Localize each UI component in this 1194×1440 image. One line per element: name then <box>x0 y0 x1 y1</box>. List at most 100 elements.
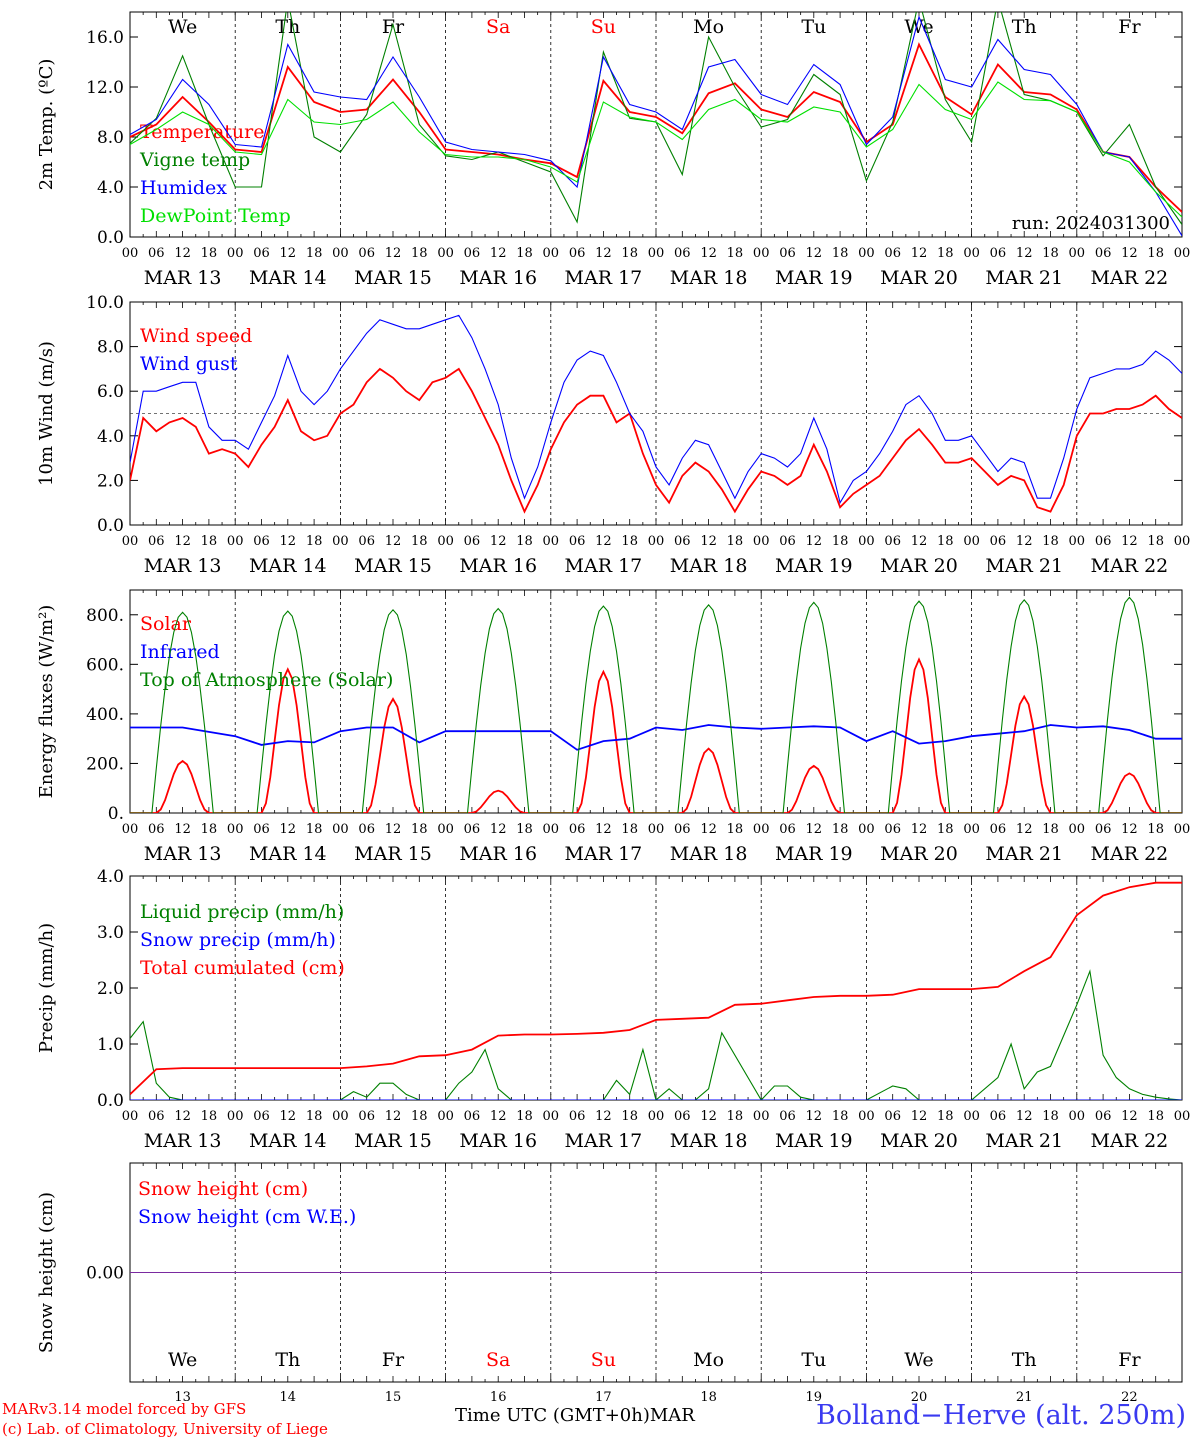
hour-tick-label: 00 <box>753 1109 770 1124</box>
hour-tick-label: 00 <box>1069 246 1086 261</box>
hour-tick-label: 18 <box>201 534 218 549</box>
hour-tick-label: 18 <box>1042 534 1059 549</box>
hour-tick-label: 18 <box>727 1109 744 1124</box>
hour-tick-label: 18 <box>411 1109 428 1124</box>
date-label: MAR 18 <box>670 267 748 289</box>
hour-tick-label: 12 <box>911 534 928 549</box>
hour-tick-label: 00 <box>332 1109 349 1124</box>
hour-tick-label: 12 <box>385 534 402 549</box>
hour-tick-label: 00 <box>1174 822 1191 837</box>
hour-tick-label: 12 <box>385 246 402 261</box>
legend-entry: Liquid precip (mm/h) <box>140 901 344 923</box>
hour-tick-label: 00 <box>543 822 560 837</box>
weekday-label: Fr <box>1118 1349 1141 1371</box>
hour-tick-label: 06 <box>569 246 586 261</box>
hour-tick-label: 00 <box>437 822 454 837</box>
hour-tick-label: 12 <box>700 1109 717 1124</box>
panel-wind: 0.0 2.0 4.0 6.0 8.0 10.0 10m Wind (m/s) 00 06 12 1… <box>36 293 1190 577</box>
hour-tick-label: 18 <box>621 822 638 837</box>
date-label: MAR 19 <box>775 843 853 865</box>
legend-entry: Snow precip (mm/h) <box>140 929 336 951</box>
y-tick-label: 0.0 <box>97 516 124 536</box>
hour-tick-label: 18 <box>201 246 218 261</box>
hour-tick-label: 18 <box>937 822 954 837</box>
hour-tick-label: 00 <box>332 534 349 549</box>
y-axis-label: Precip (mm/h) <box>36 923 57 1053</box>
date-label: MAR 14 <box>249 555 327 577</box>
weekday-label: Th <box>275 16 300 38</box>
hour-tick-label: 00 <box>648 246 665 261</box>
hour-tick-label: 12 <box>385 1109 402 1124</box>
hour-tick-label: 18 <box>1147 246 1164 261</box>
hour-tick-label: 18 <box>1042 1109 1059 1124</box>
y-tick-label: 6.0 <box>97 382 124 402</box>
date-label: MAR 22 <box>1091 555 1169 577</box>
date-label: MAR 14 <box>249 843 327 865</box>
hour-tick-label: 00 <box>648 822 665 837</box>
weekday-label: We <box>904 1349 933 1371</box>
hour-tick-label: 18 <box>621 246 638 261</box>
hour-tick-label: 06 <box>358 822 375 837</box>
day-number-label: 15 <box>385 1390 402 1405</box>
y-tick-label: 0.00 <box>86 1264 124 1284</box>
hour-tick-label: 12 <box>806 822 823 837</box>
hour-tick-label: 18 <box>516 822 533 837</box>
hour-tick-label: 06 <box>148 822 165 837</box>
hour-tick-label: 06 <box>148 1109 165 1124</box>
hour-tick-label: 06 <box>358 246 375 261</box>
hour-tick-label: 00 <box>122 246 139 261</box>
hour-tick-label: 06 <box>884 246 901 261</box>
date-label: MAR 21 <box>985 843 1063 865</box>
date-label: MAR 15 <box>354 1130 432 1152</box>
hour-tick-label: 12 <box>700 822 717 837</box>
hour-tick-label: 12 <box>806 534 823 549</box>
y-tick-label: 400. <box>86 705 124 725</box>
hour-tick-label: 00 <box>648 1109 665 1124</box>
hour-tick-label: 18 <box>411 534 428 549</box>
hour-tick-label: 06 <box>358 534 375 549</box>
y-tick-label: 0.0 <box>97 1091 124 1111</box>
time-axis-caption-text: Time UTC (GMT+0h) <box>455 1405 650 1426</box>
date-label: MAR 20 <box>880 267 958 289</box>
date-label: MAR 18 <box>670 843 748 865</box>
y-axis-label: 2m Temp. (ºC) <box>36 59 57 191</box>
date-label: MAR 21 <box>985 267 1063 289</box>
date-label: MAR 16 <box>459 843 537 865</box>
y-tick-label: 12.0 <box>86 78 124 98</box>
hour-tick-label: 12 <box>490 534 507 549</box>
hour-tick-label: 00 <box>543 246 560 261</box>
y-tick-label: 600. <box>86 655 124 675</box>
day-number-label: 20 <box>911 1390 928 1405</box>
y-tick-label: 8.0 <box>97 128 124 148</box>
hour-tick-label: 00 <box>543 1109 560 1124</box>
hour-tick-label: 18 <box>832 534 849 549</box>
time-axis-month: MAR <box>649 1405 695 1426</box>
hour-tick-label: 00 <box>963 1109 980 1124</box>
hour-tick-label: 00 <box>1069 1109 1086 1124</box>
hour-tick-label: 12 <box>490 246 507 261</box>
hour-tick-label: 12 <box>1121 534 1138 549</box>
hour-tick-label: 06 <box>990 822 1007 837</box>
date-label: MAR 22 <box>1091 267 1169 289</box>
hour-tick-label: 00 <box>753 534 770 549</box>
hour-tick-label: 12 <box>806 1109 823 1124</box>
y-tick-label: 16.0 <box>86 28 124 48</box>
y-tick-label: 2.0 <box>97 979 124 999</box>
hour-tick-label: 00 <box>122 822 139 837</box>
y-tick-label: 1.0 <box>97 1035 124 1055</box>
hour-tick-label: 06 <box>569 822 586 837</box>
panel-temp: 0.0 4.0 8.0 12.0 16.0 2m Temp. (ºC) 00 06 12 18 MA… <box>36 11 1190 289</box>
hour-tick-label: 18 <box>621 1109 638 1124</box>
legend-entry: Solar <box>140 613 192 635</box>
legend-entry: Vigne temp <box>139 149 250 171</box>
hour-tick-label: 12 <box>595 1109 612 1124</box>
hour-tick-label: 18 <box>411 246 428 261</box>
hour-tick-label: 00 <box>858 822 875 837</box>
date-label: MAR 17 <box>565 843 643 865</box>
hour-tick-label: 18 <box>306 246 323 261</box>
credit-line-1: MARv3.14 model forced by GFS <box>2 1400 247 1418</box>
day-number-label: 17 <box>595 1390 612 1405</box>
series-line-humidex <box>130 15 1182 237</box>
model-credit: MARv3.14 model forced by GFS (c) Lab. of… <box>2 1399 328 1439</box>
hour-tick-label: 06 <box>779 246 796 261</box>
